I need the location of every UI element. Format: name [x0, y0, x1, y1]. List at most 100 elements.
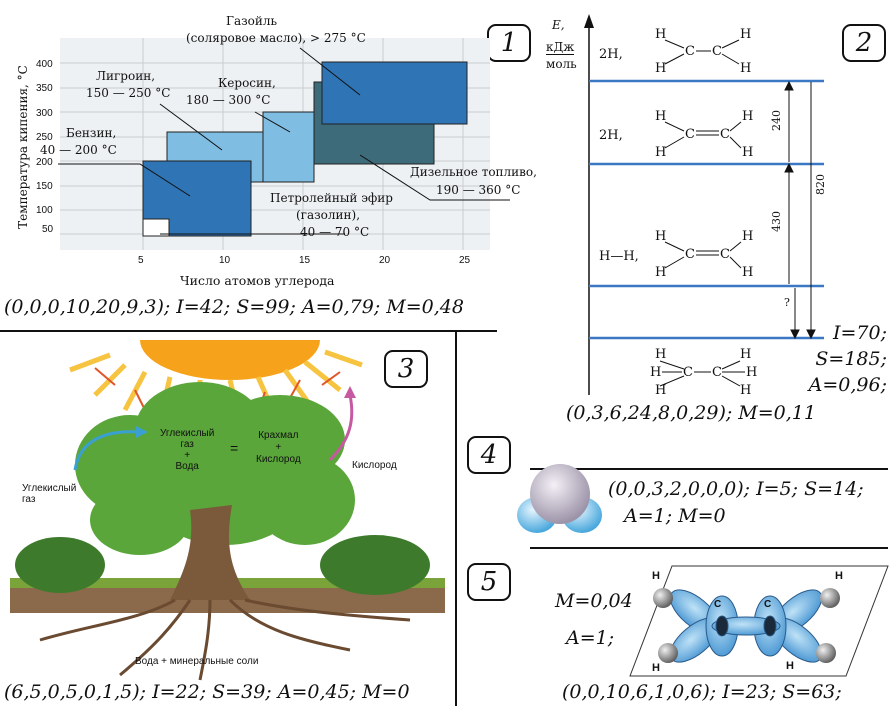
atom-label-h: H [786, 660, 794, 672]
atom-label-h: H [652, 570, 660, 582]
label-diesel-temp: 190 — 360 °С [436, 183, 521, 197]
svg-text:C: C [685, 127, 695, 142]
svg-text:H: H [746, 365, 757, 380]
energy-axis-symbol: E, [552, 18, 565, 32]
svg-text:H: H [655, 383, 666, 398]
svg-text:H: H [655, 27, 666, 42]
divider-panel-4 [530, 468, 888, 470]
y-tick: 300 [36, 108, 53, 119]
label-diesel: Дизельное топливо, [410, 165, 537, 179]
level-2-prefix: 2H, [599, 128, 623, 143]
ether-block [142, 218, 170, 237]
y-tick: 100 [36, 205, 53, 216]
label-kerosin: Керосин, [218, 76, 276, 90]
svg-text:H: H [740, 27, 751, 42]
energy-unit-top: кДж [546, 40, 575, 55]
panel-2-a: A=0,96; [808, 374, 887, 396]
molecule-top: H H C C H H [655, 27, 751, 76]
label-gazoil: Газойль [226, 14, 278, 28]
leader-lines [58, 47, 510, 235]
panel-2-badge: 2 [842, 24, 886, 62]
level-3-prefix: H—H, [599, 249, 639, 264]
svg-text:H: H [655, 229, 666, 244]
svg-text:H: H [655, 61, 666, 76]
energy-unit-bottom: моль [546, 57, 577, 71]
label-equation-right: Крахмал + Кислород [256, 430, 301, 465]
tree-crown [75, 382, 355, 555]
svg-text:C: C [683, 365, 693, 380]
panel-2-formula: (0,3,6,24,8,0,29); M=0,11 [566, 402, 816, 424]
y-tick: 400 [36, 59, 53, 70]
svg-text:H: H [742, 109, 753, 124]
y-tick: 250 [36, 132, 53, 143]
bush-left [15, 537, 105, 593]
co2-arrow [73, 430, 141, 471]
panel-5-m: M=0,04 [555, 590, 633, 612]
svg-text:H: H [742, 265, 753, 280]
label-kerosin-temp: 180 — 300 °С [186, 93, 271, 107]
y-tick: 150 [36, 181, 53, 192]
panel-1-formula: (0,0,0,10,20,9,3); I=42; S=99; A=0,79; M… [4, 296, 464, 318]
atom-label-c: C [714, 599, 722, 610]
svg-text:H: H [655, 347, 666, 362]
label-benzin-temp: 40 — 200 °С [40, 143, 117, 157]
x-tick: 10 [219, 255, 231, 266]
x-tick: 15 [299, 255, 311, 266]
svg-text:C: C [720, 127, 730, 142]
divider-panel-5 [530, 547, 888, 549]
svg-text:H: H [740, 383, 751, 398]
label-ether: Петролейный эфир [270, 191, 393, 205]
h-ball-br [816, 643, 836, 663]
svg-text:H: H [655, 145, 666, 160]
bush-right [320, 535, 430, 595]
y-tick: 200 [36, 157, 53, 168]
svg-text:C: C [685, 247, 695, 262]
panel-2-s: S=185; [815, 348, 887, 370]
panel-5-a: A=1; [566, 627, 615, 649]
atom-label-h: H [652, 662, 660, 674]
label-co2-in: Углекислый газ [22, 483, 77, 505]
panel-4-line-1: (0,0,3,2,0,0,0); I=5; S=14; [608, 478, 864, 500]
h-ball-tr [820, 588, 840, 608]
svg-text:H: H [740, 61, 751, 76]
oxygen-arrow [328, 394, 354, 462]
label-ligroin: Лигроин, [96, 69, 156, 83]
svg-text:C: C [712, 44, 722, 59]
divider-v-middle [455, 330, 457, 706]
atom-label-c: C [764, 599, 772, 610]
y-tick: 350 [36, 83, 53, 94]
x-axis-label: Число атомов углерода [180, 273, 335, 288]
label-gazoil-temp: (соляровое масло), > 275 °С [186, 31, 366, 45]
panel-5-formula: (0,0,10,6,1,0,6); I=23; S=63; [562, 681, 842, 703]
x-tick: 20 [379, 255, 391, 266]
label-benzin: Бензин, [66, 126, 117, 140]
molecule-ethylene-2: H H C C H H [655, 229, 753, 280]
panel-3-formula: (6,5,0,5,0,1,5); I=22; S=39; A=0,45; M=0 [4, 681, 410, 703]
h-ball-tl [653, 588, 673, 608]
oxygen-atom [530, 464, 590, 524]
value-unknown: ? [784, 296, 790, 309]
label-ether-temp: 40 — 70 °С [300, 225, 370, 239]
svg-text:H: H [742, 229, 753, 244]
label-ether-2: (газолин), [296, 208, 361, 222]
panel-2-i: I=70; [832, 322, 887, 344]
label-equation-equals: = [230, 440, 239, 456]
svg-text:C: C [685, 44, 695, 59]
y-tick: 50 [42, 224, 54, 235]
level-1-prefix: 2H, [599, 47, 623, 62]
label-equation-left: Углекислый газ + Вода [160, 428, 215, 472]
svg-text:H: H [650, 365, 661, 380]
label-water: Вода + минеральные соли [135, 656, 259, 667]
label-oxygen: Кислород [352, 460, 397, 471]
x-tick: 5 [138, 255, 144, 266]
panel-4-line-2: A=1; M=0 [624, 505, 726, 527]
x-tick: 25 [459, 255, 471, 266]
tree-trunk [170, 505, 250, 600]
svg-text:H: H [655, 265, 666, 280]
roots [39, 598, 411, 681]
